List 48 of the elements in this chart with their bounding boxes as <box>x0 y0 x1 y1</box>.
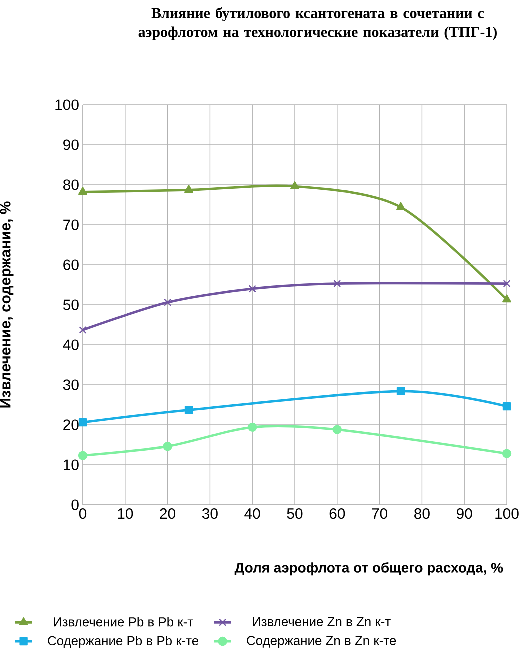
x-tick-label: 40 <box>244 508 260 520</box>
y-tick-label: 100 <box>56 100 79 110</box>
point <box>290 182 300 190</box>
point <box>248 285 256 293</box>
y-tick-label: 90 <box>64 140 79 150</box>
x-axis-title: Доля аэрофлота от общего расхода, % <box>234 562 504 576</box>
point <box>163 442 172 452</box>
point <box>332 425 342 434</box>
point <box>396 202 406 210</box>
legend-label: Извлечение Pb в Pb к-т <box>54 617 194 627</box>
point <box>184 406 194 414</box>
legend-label: Извлечение Zn в Zn к-т <box>253 617 391 626</box>
x-tick-label: 20 <box>160 508 176 520</box>
y-tick-label: 20 <box>64 420 79 430</box>
point <box>79 326 87 334</box>
y-axis-title: Извлечение, содержание, % <box>0 202 14 408</box>
y-tick-label: 70 <box>64 220 79 230</box>
legend-label: Содержание Pb в Pb к-те <box>48 636 199 648</box>
x-tick-label: 60 <box>330 508 346 520</box>
point <box>502 449 512 458</box>
x-tick-label: 70 <box>372 508 388 520</box>
y-tick-label: 50 <box>63 300 79 310</box>
point <box>502 402 512 411</box>
y-tick-label: 30 <box>63 380 79 390</box>
point <box>396 387 406 396</box>
point <box>78 451 88 460</box>
point <box>503 280 511 288</box>
y-tick-label: 80 <box>64 180 79 190</box>
point <box>334 280 342 288</box>
legend-label: Содержание Zn в Zn к-те <box>247 636 396 648</box>
point <box>502 294 512 303</box>
point <box>248 422 258 432</box>
point <box>78 418 88 427</box>
chart-title: Влияние бутилового ксантогената в сочетании с аэрофлотом на технологические показатели (ТПГ-1) <box>138 8 497 40</box>
point <box>78 187 88 196</box>
y-tick-label: 0 <box>72 500 79 510</box>
x-tick-label: 30 <box>202 508 218 520</box>
y-tick-label: 40 <box>63 340 79 350</box>
y-tick-label: 10 <box>64 460 79 470</box>
point <box>164 298 172 306</box>
point <box>184 185 194 194</box>
x-tick-label: 90 <box>456 508 472 520</box>
x-tick-label: 80 <box>414 508 430 520</box>
x-tick-label: 50 <box>287 508 303 520</box>
x-tick-label: 10 <box>118 508 134 520</box>
y-tick-label: 60 <box>64 260 79 270</box>
x-tick-label: 0 <box>79 508 87 520</box>
x-tick-label: 100 <box>496 508 519 520</box>
